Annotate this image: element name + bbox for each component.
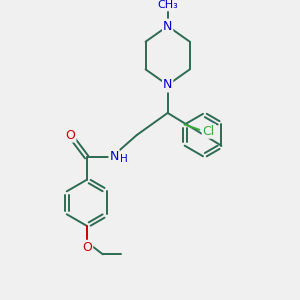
Text: H: H (120, 154, 128, 164)
Text: Cl: Cl (203, 125, 215, 138)
Text: N: N (110, 150, 119, 163)
Text: N: N (163, 20, 172, 33)
Text: O: O (82, 241, 92, 254)
Text: CH₃: CH₃ (157, 0, 178, 10)
Text: N: N (163, 79, 172, 92)
Text: O: O (65, 129, 75, 142)
